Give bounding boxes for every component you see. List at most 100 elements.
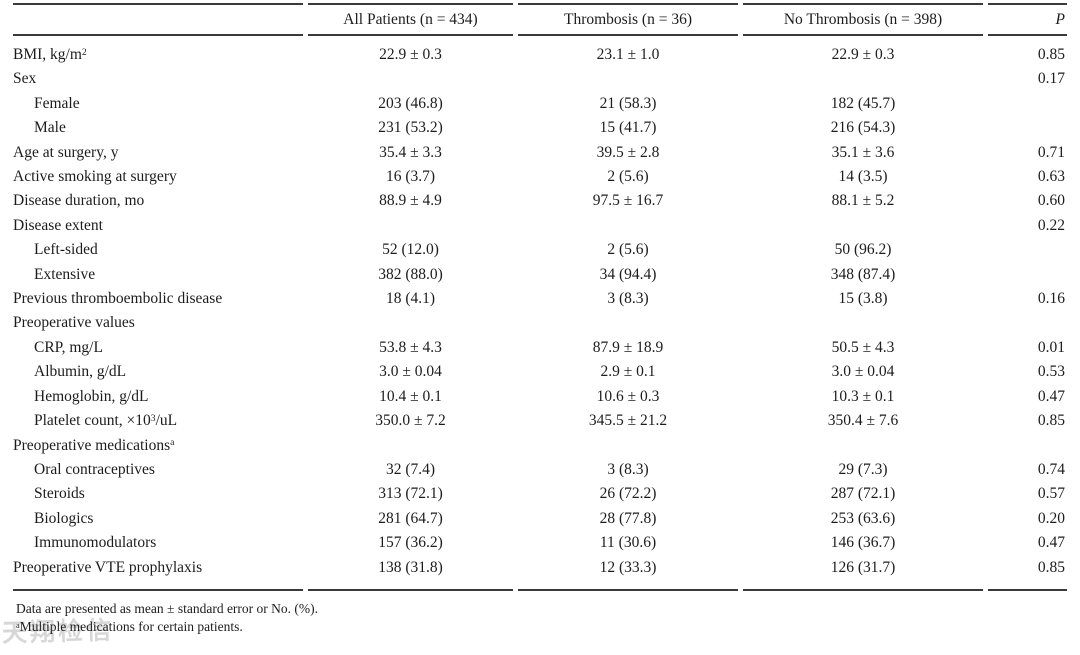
cell-no-thrombosis: 10.3 ± 0.1 [831,387,895,405]
cell-no-thrombosis: 3.0 ± 0.04 [831,363,895,381]
table-row: CRP, mg/L 53.8 ± 4.3 87.9 ± 18.9 50.5 ± 4.3… [13,336,1067,360]
cell-all-patients [308,311,513,335]
cell-no-thrombosis [743,214,983,238]
row-label: Disease duration, mo [13,192,145,210]
cell-no-thrombosis: 126 (31.7) [743,556,983,591]
cell-all-patients: 382 (88.0) [378,265,443,283]
cell-all-patients: 157 (36.2) [378,534,443,552]
cell-no-thrombosis: 182 (45.7) [830,94,896,112]
cell-p-value [988,263,1067,287]
patient-characteristics-table-container: All Patients (n = 434) Thrombosis (n = 3… [2,3,1067,647]
footnote-line: Data are presented as mean ± standard er… [16,600,319,616]
footnote-line: aMultiple medications for certain patien… [16,619,243,635]
table-row: Disease duration, mo 88.9 ± 4.9 97.5 ± 16.… [13,189,1067,213]
cell-no-thrombosis: 50.5 ± 4.3 [831,338,895,356]
table-row: Male 231 (53.2) 15 (41.7) 216 (54.3) [13,116,1067,140]
table-body: BMI, kg/m2 22.9 ± 0.3 23.1 ± 1.0 22.9 ± 0.3… [13,36,1067,591]
row-label: CRP, mg/L [34,338,103,356]
row-label: Sex [13,70,37,88]
table-row: Female 203 (46.8) 21 (58.3) 182 (45.7) [13,92,1067,116]
cell-thrombosis: 10.6 ± 0.3 [596,387,660,405]
table-row: Sex 0.17 [13,67,1067,91]
cell-all-patients: 3.0 ± 0.04 [379,363,442,381]
cell-all-patients: 350.0 ± 7.2 [375,412,446,430]
table-row: Biologics 281 (64.7) 28 (77.8) 253 (63.6) 0.… [13,507,1067,531]
cell-no-thrombosis: 350.4 ± 7.6 [827,412,899,430]
cell-thrombosis [518,67,738,91]
row-label: Female [34,94,80,112]
cell-thrombosis: 28 (77.8) [599,509,657,527]
header-cell-no-thrombosis: No Thrombosis (n = 398) [743,3,983,36]
row-label: Extensive [34,265,96,283]
cell-thrombosis: 11 (30.6) [599,534,657,552]
cell-no-thrombosis: 15 (3.8) [838,290,888,308]
row-label: Oral contraceptives [34,460,155,478]
row-label: Male [34,119,66,137]
cell-p-value: 0.71 [1037,143,1065,161]
table-header: All Patients (n = 434) Thrombosis (n = 3… [13,3,1067,36]
cell-thrombosis: 26 (72.2) [599,485,657,503]
table-row: Immunomodulators 157 (36.2) 11 (30.6) 146 (… [13,531,1067,555]
cell-p-value: 0.17 [1037,70,1065,88]
cell-thrombosis: 2 (5.6) [607,168,649,186]
cell-no-thrombosis: 348 (87.4) [830,265,896,283]
cell-p-value: 0.57 [1037,485,1065,503]
cell-all-patients: 88.9 ± 4.9 [379,192,442,210]
cell-no-thrombosis: 14 (3.5) [838,168,888,186]
cell-thrombosis: 39.5 ± 2.8 [596,143,660,161]
row-label: Age at surgery, y [13,143,119,161]
header-row: All Patients (n = 434) Thrombosis (n = 3… [13,3,1067,36]
cell-thrombosis: 3 (8.3) [607,460,649,478]
cell-p-value: 0.60 [1037,192,1065,210]
table-row: Active smoking at surgery 16 (3.7) 2 (5.6)… [13,165,1067,189]
cell-thrombosis: 2 (5.6) [607,241,649,259]
cell-all-patients [308,67,513,91]
cell-p-value [988,92,1067,116]
table-row: Extensive 382 (88.0) 34 (94.4) 348 (87.4) [13,263,1067,287]
table-row: Albumin, g/dL 3.0 ± 0.04 2.9 ± 0.1 3.0 ± 0.… [13,360,1067,384]
row-label: Previous thromboembolic disease [13,290,223,308]
cell-no-thrombosis: 287 (72.1) [830,485,896,503]
table-row: Preoperative medicationsa [13,434,1067,458]
table-row: Age at surgery, y 35.4 ± 3.3 39.5 ± 2.8 35.… [13,141,1067,165]
cell-all-patients: 52 (12.0) [382,241,439,259]
cell-no-thrombosis: 216 (54.3) [830,119,896,137]
cell-thrombosis [518,434,738,458]
cell-all-patients: 203 (46.8) [378,94,443,112]
cell-thrombosis: 345.5 ± 21.2 [588,412,668,430]
cell-p-value: 0.85 [1037,46,1065,63]
cell-thrombosis: 97.5 ± 16.7 [592,192,664,210]
cell-all-patients: 138 (31.8) [308,556,513,591]
cell-thrombosis: 21 (58.3) [599,94,657,112]
table-row: Preoperative values [13,311,1067,335]
cell-p-value: 0.01 [1037,338,1065,356]
cell-thrombosis: 3 (8.3) [607,290,649,308]
row-label: Preoperative VTE prophylaxis [13,556,303,591]
cell-p-value: 0.53 [1037,363,1065,381]
cell-thrombosis [518,214,738,238]
cell-p-value: 0.47 [1037,387,1065,405]
cell-all-patients [308,214,513,238]
table-row: Steroids 313 (72.1) 26 (72.2) 287 (72.1) 0.5… [13,482,1067,506]
cell-thrombosis: 12 (33.3) [518,556,738,591]
cell-thrombosis: 2.9 ± 0.1 [600,363,656,381]
cell-no-thrombosis: 35.1 ± 3.6 [831,143,895,161]
cell-all-patients: 313 (72.1) [378,485,443,503]
cell-no-thrombosis: 253 (63.6) [830,509,896,527]
table-row: Hemoglobin, g/dL 10.4 ± 0.1 10.6 ± 0.3 10.3… [13,385,1067,409]
superscript: 2 [81,46,87,58]
table-row: Previous thromboembolic disease 18 (4.1) 3… [13,287,1067,311]
row-label: Preoperative values [13,314,135,332]
row-label: Active smoking at surgery [13,168,177,186]
cell-no-thrombosis [743,311,983,335]
header-cell-all-patients: All Patients (n = 434) [308,3,513,36]
cell-all-patients: 35.4 ± 3.3 [379,143,442,161]
cell-all-patients: 53.8 ± 4.3 [379,338,442,356]
cell-p-value [988,116,1067,140]
table-row: Disease extent 0.22 [13,214,1067,238]
row-label: Platelet count, ×103/uL [34,412,178,430]
row-label: Preoperative medicationsa [13,436,175,454]
table-row: Platelet count, ×103/uL 350.0 ± 7.2 345.5 … [13,409,1067,433]
table-row: Oral contraceptives 32 (7.4) 3 (8.3) 29 (7.… [13,458,1067,482]
cell-p-value: 0.16 [1037,290,1065,308]
